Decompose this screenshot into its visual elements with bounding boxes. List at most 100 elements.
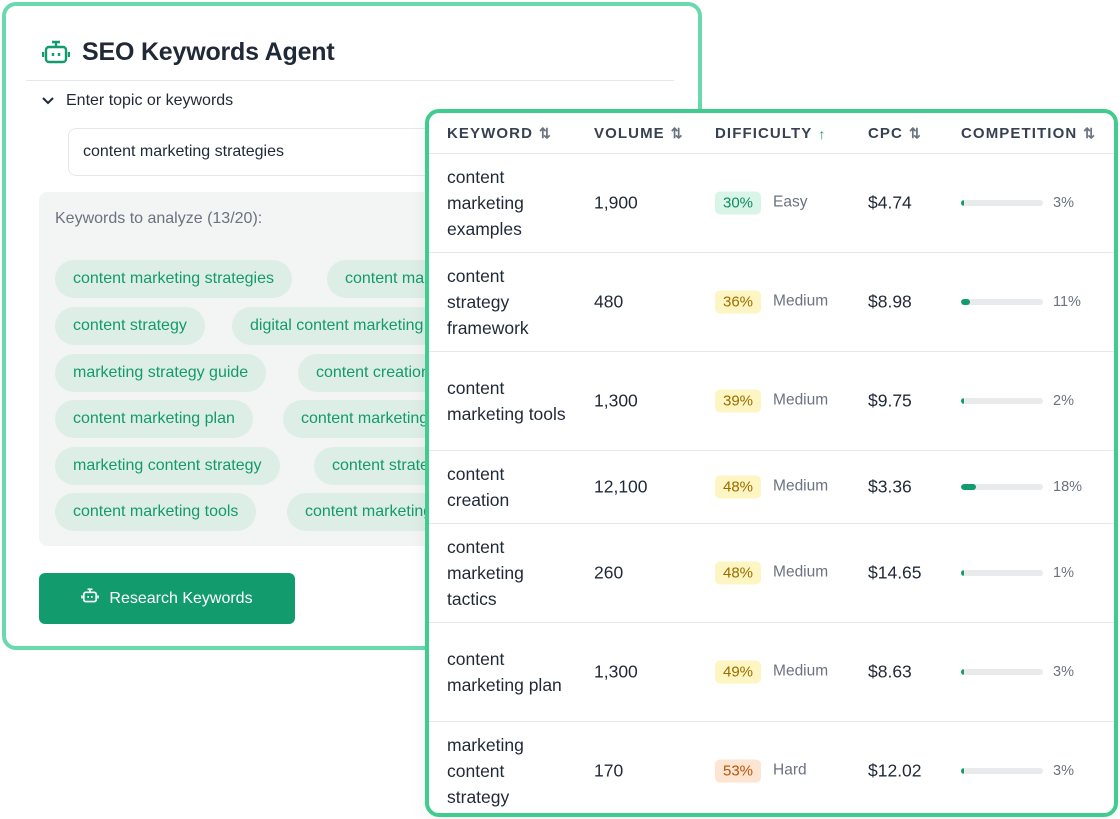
table-row[interactable]: content marketing plan 1,300 49% Medium $8.6… <box>429 622 1114 722</box>
competition-bar <box>961 483 1043 490</box>
column-header-label: VOLUME <box>594 125 665 142</box>
keywords-count-caption: Keywords to analyze (13/20): <box>55 210 263 227</box>
column-header-label: DIFFICULTY <box>715 125 813 142</box>
keyword-cell: content marketing examples <box>447 166 524 239</box>
competition-percent: 3% <box>1053 194 1074 211</box>
competition-bar <box>961 199 1043 206</box>
competition-cell: 3% <box>961 664 1074 680</box>
robot-icon <box>81 588 100 609</box>
competition-bar-fill <box>961 298 971 305</box>
table-header: KEYWORD ⇅ VOLUME ⇅ DIFFICULTY ↑ CPC ⇅ CO… <box>429 113 1114 154</box>
cpc-cell: $14.65 <box>868 562 922 582</box>
agent-header: SEO Keywords Agent <box>42 38 335 67</box>
competition-cell: 1% <box>961 565 1074 581</box>
keyword-chip[interactable]: content creation <box>298 354 448 392</box>
competition-bar-fill <box>961 483 976 490</box>
keyword-chip[interactable]: content marketing tools <box>55 493 257 531</box>
table-row[interactable]: content marketing tactics 260 48% Medium $14… <box>429 523 1114 623</box>
volume-cell: 1,900 <box>594 192 638 212</box>
keyword-chip[interactable]: marketing strategy guide <box>55 354 267 392</box>
competition-bar <box>961 668 1043 675</box>
keyword-cell: content marketing tactics <box>447 536 524 609</box>
table-row[interactable]: content creation 12,100 48% Medium $3.36 18% <box>429 450 1114 524</box>
difficulty-cell: 53% Hard <box>715 759 807 782</box>
difficulty-label: Easy <box>773 193 808 211</box>
difficulty-cell: 30% Easy <box>715 191 808 214</box>
page-title: SEO Keywords Agent <box>82 38 335 66</box>
competition-bar <box>961 397 1043 404</box>
competition-bar-fill <box>961 767 965 774</box>
cpc-cell: $9.75 <box>868 390 912 410</box>
volume-cell: 1,300 <box>594 661 638 681</box>
difficulty-cell: 36% Medium <box>715 290 828 313</box>
column-header-volume[interactable]: VOLUME ⇅ <box>594 125 684 142</box>
keyword-chip[interactable]: digital content marketing <box>232 307 442 345</box>
difficulty-badge: 30% <box>715 191 762 214</box>
sort-icon: ⇅ <box>670 125 684 141</box>
sort-icon: ⇅ <box>1083 125 1097 141</box>
difficulty-badge: 36% <box>715 290 762 313</box>
difficulty-label: Medium <box>773 563 829 581</box>
difficulty-badge: 49% <box>715 660 762 683</box>
difficulty-label: Medium <box>773 391 829 409</box>
keyword-chip[interactable]: content marketing strategies <box>55 260 292 298</box>
table-row[interactable]: content marketing tools 1,300 39% Medium $9.… <box>429 351 1114 451</box>
difficulty-cell: 39% Medium <box>715 389 828 412</box>
table-row[interactable]: content marketing examples 1,900 30% Easy $4… <box>429 153 1114 253</box>
keyword-cell: content marketing plan <box>447 648 562 695</box>
difficulty-label: Medium <box>773 292 829 310</box>
column-header-keyword[interactable]: KEYWORD ⇅ <box>447 125 552 142</box>
competition-cell: 11% <box>961 294 1081 310</box>
competition-percent: 18% <box>1053 478 1083 495</box>
volume-cell: 12,100 <box>594 476 648 496</box>
competition-percent: 11% <box>1053 293 1081 310</box>
competition-bar <box>961 767 1043 774</box>
competition-cell: 3% <box>961 763 1074 779</box>
research-keywords-button[interactable]: Research Keywords <box>39 573 295 624</box>
difficulty-label: Medium <box>773 662 829 680</box>
topic-section-label: Enter topic or keywords <box>66 92 234 109</box>
difficulty-label: Medium <box>773 477 829 495</box>
volume-cell: 1,300 <box>594 390 638 410</box>
difficulty-label: Hard <box>773 761 807 779</box>
difficulty-cell: 48% Medium <box>715 475 828 498</box>
column-header-competition[interactable]: COMPETITION ⇅ <box>961 125 1096 142</box>
difficulty-badge: 39% <box>715 389 762 412</box>
column-header-label: COMPETITION <box>961 125 1078 142</box>
volume-cell: 480 <box>594 291 624 311</box>
keyword-cell: marketing content strategy <box>447 734 524 807</box>
column-header-difficulty[interactable]: DIFFICULTY ↑ <box>715 125 826 142</box>
sort-icon: ⇅ <box>908 125 922 141</box>
difficulty-cell: 48% Medium <box>715 561 828 584</box>
research-keywords-label: Research Keywords <box>109 589 253 607</box>
competition-bar-fill <box>961 569 965 576</box>
competition-bar-fill <box>961 199 965 206</box>
sort-ascending-icon: ↑ <box>818 125 827 142</box>
competition-bar <box>961 569 1043 576</box>
header-divider <box>26 80 674 81</box>
keyword-chip[interactable]: content marketing plan <box>55 400 253 438</box>
chevron-down-icon <box>42 92 54 110</box>
sort-icon: ⇅ <box>539 125 552 141</box>
column-header-label: KEYWORD <box>447 125 534 142</box>
keyword-chip[interactable]: content strategy <box>55 307 205 345</box>
keyword-cell: content marketing tools <box>447 377 566 424</box>
cpc-cell: $3.36 <box>868 476 912 496</box>
cpc-cell: $12.02 <box>868 760 922 780</box>
competition-cell: 18% <box>961 479 1082 495</box>
column-header-cpc[interactable]: CPC ⇅ <box>868 125 922 142</box>
robot-icon <box>42 40 70 66</box>
topic-section-toggle[interactable]: Enter topic or keywords <box>42 92 233 110</box>
competition-percent: 3% <box>1053 663 1074 680</box>
keyword-cell: content strategy framework <box>447 265 529 338</box>
keyword-chip[interactable]: marketing content strategy <box>55 447 280 485</box>
table-row[interactable]: marketing content strategy 170 53% Hard $12.… <box>429 721 1114 813</box>
competition-percent: 1% <box>1053 564 1074 581</box>
cpc-cell: $8.98 <box>868 291 912 311</box>
cpc-cell: $8.63 <box>868 661 912 681</box>
competition-cell: 2% <box>961 393 1074 409</box>
competition-bar <box>961 298 1043 305</box>
difficulty-badge: 53% <box>715 759 762 782</box>
competition-bar-fill <box>961 397 965 404</box>
table-row[interactable]: content strategy framework 480 36% Medium $8… <box>429 252 1114 352</box>
